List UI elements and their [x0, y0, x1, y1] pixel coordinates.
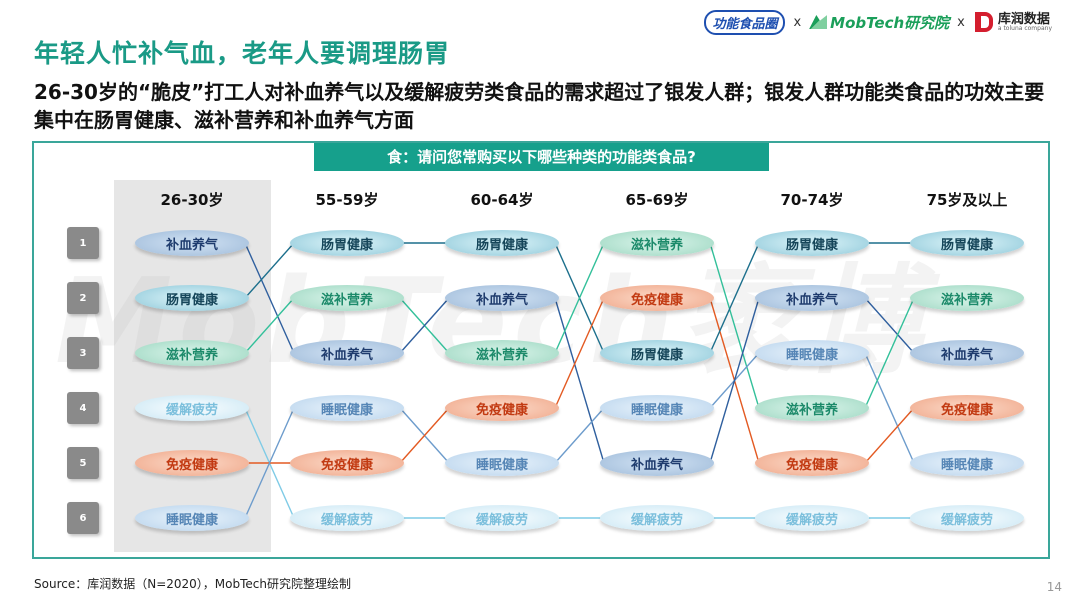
connector-line	[244, 297, 295, 354]
logo-separator: x	[957, 14, 965, 30]
gongneng-logo: 功能食品圈	[704, 9, 786, 35]
category-pill: 肠胃健康	[135, 285, 249, 311]
category-pill: 缓解疲劳	[755, 505, 869, 531]
connector-line	[864, 407, 915, 464]
connector-line	[709, 297, 760, 464]
category-pill: 缓解疲劳	[910, 505, 1024, 531]
category-pill: 肠胃健康	[755, 230, 869, 256]
category-pill: 免疫健康	[910, 395, 1024, 421]
category-pill: 缓解疲劳	[600, 505, 714, 531]
connector-line	[709, 242, 760, 354]
rank-badge: 6	[67, 502, 99, 534]
chart-frame	[32, 141, 1050, 559]
survey-question: 食：请问您常购买以下哪些种类的功能类食品?	[314, 143, 769, 171]
column-header: 55-59岁	[315, 191, 379, 209]
category-pill: 免疫健康	[755, 450, 869, 476]
category-pill: 缓解疲劳	[290, 505, 404, 531]
category-pill: 滋补营养	[910, 285, 1024, 311]
connector-line	[399, 297, 450, 354]
category-pill: 睡眠健康	[290, 395, 404, 421]
category-pill: 免疫健康	[445, 395, 559, 421]
connector-line	[709, 242, 760, 409]
category-pill: 滋补营养	[445, 340, 559, 366]
connector-line	[864, 297, 915, 354]
category-pill: 滋补营养	[135, 340, 249, 366]
category-pill: 免疫健康	[290, 450, 404, 476]
page-title: 年轻人忙补气血，老年人要调理肠胃	[34, 39, 451, 68]
category-pill: 睡眠健康	[755, 340, 869, 366]
category-pill: 肠胃健康	[910, 230, 1024, 256]
page-number: 14	[1046, 580, 1062, 594]
connector-line	[864, 352, 915, 464]
connector-line	[399, 407, 450, 464]
category-pill: 补血养气	[600, 450, 714, 476]
column-header: 60-64岁	[470, 191, 534, 209]
category-pill: 补血养气	[910, 340, 1024, 366]
partner-logos: 功能食品圈 x MobTech研究院 x 库润数据 a toluna compa…	[704, 6, 1052, 38]
category-pill: 滋补营养	[600, 230, 714, 256]
connector-line	[244, 242, 295, 299]
rank-badge: 5	[67, 447, 99, 479]
page-subtitle: 26-30岁的“脆皮”打工人对补血养气以及缓解疲劳类食品的需求超过了银发人群；银…	[34, 80, 1045, 132]
category-pill: 肠胃健康	[290, 230, 404, 256]
rank-badge: 4	[67, 392, 99, 424]
kurun-mark-icon	[973, 11, 995, 33]
mobtech-logo: MobTech研究院	[809, 12, 949, 33]
category-pill: 睡眠健康	[910, 450, 1024, 476]
column-header: 26-30岁	[160, 191, 224, 209]
category-pill: 睡眠健康	[600, 395, 714, 421]
connector-line	[244, 407, 295, 519]
category-pill: 补血养气	[445, 285, 559, 311]
connector-line	[244, 242, 295, 354]
category-pill: 缓解疲劳	[445, 505, 559, 531]
category-pill: 睡眠健康	[135, 505, 249, 531]
category-pill: 免疫健康	[600, 285, 714, 311]
category-pill: 睡眠健康	[445, 450, 559, 476]
category-pill: 补血养气	[135, 230, 249, 256]
column-header: 75岁及以上	[926, 191, 1008, 209]
category-pill: 补血养气	[290, 340, 404, 366]
kurun-logo: 库润数据 a toluna company	[973, 11, 1052, 33]
mobtech-logo-text: MobTech研究院	[830, 13, 950, 32]
rank-badge: 1	[67, 227, 99, 259]
connector-line	[554, 407, 605, 464]
category-pill: 免疫健康	[135, 450, 249, 476]
kurun-logo-en: a toluna company	[997, 24, 1052, 32]
column-header: 65-69岁	[625, 191, 689, 209]
connector-line	[554, 297, 605, 464]
category-pill: 滋补营养	[755, 395, 869, 421]
logo-separator: x	[793, 14, 802, 30]
category-pill: 滋补营养	[290, 285, 404, 311]
category-pill: 肠胃健康	[600, 340, 714, 366]
rank-badge: 2	[67, 282, 99, 314]
connector-line	[554, 242, 605, 354]
connector-line	[864, 297, 915, 409]
category-pill: 肠胃健康	[445, 230, 559, 256]
source-note: Source：库润数据（N=2020），MobTech研究院整理绘制	[34, 577, 351, 591]
column-header: 70-74岁	[780, 191, 844, 209]
category-pill: 补血养气	[755, 285, 869, 311]
connector-line	[554, 297, 605, 409]
rank-badge: 3	[67, 337, 99, 369]
kurun-logo-cn: 库润数据	[997, 11, 1050, 27]
category-pill: 缓解疲劳	[135, 395, 249, 421]
